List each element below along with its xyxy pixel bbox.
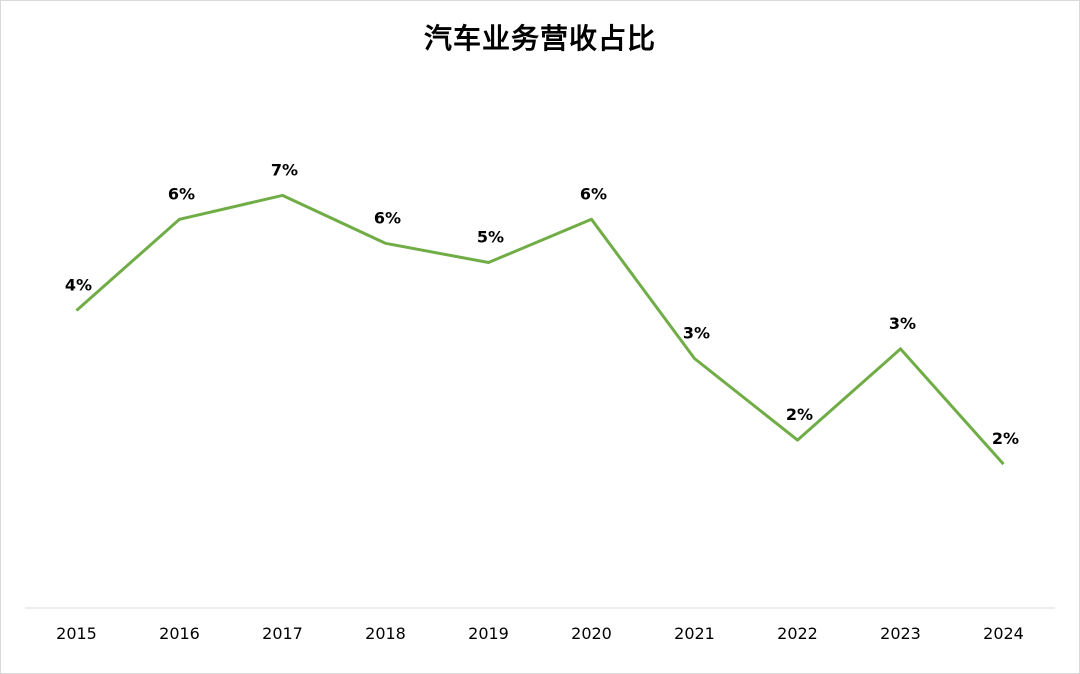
x-tick-label: 2023 — [880, 624, 921, 643]
data-label: 6% — [168, 184, 195, 203]
x-tick-label: 2024 — [983, 624, 1024, 643]
data-label: 3% — [889, 314, 916, 333]
x-tick-label: 2022 — [777, 624, 818, 643]
data-label: 2% — [992, 429, 1019, 448]
x-tick-label: 2021 — [674, 624, 715, 643]
x-tick-label: 2016 — [159, 624, 200, 643]
x-tick-labels: 2015 2016 2017 2018 2019 2020 2021 2022 2023 2024 — [56, 624, 1024, 643]
data-label: 7% — [271, 160, 298, 179]
x-tick-label: 2018 — [365, 624, 406, 643]
x-tick-label: 2020 — [571, 624, 612, 643]
data-label: 2% — [786, 405, 813, 424]
data-label: 5% — [477, 228, 504, 247]
data-label: 6% — [580, 184, 607, 203]
x-tick-label: 2015 — [56, 624, 97, 643]
chart-title: 汽车业务营收占比 — [423, 22, 656, 55]
series-group — [75, 193, 1005, 466]
data-label: 4% — [65, 276, 92, 295]
data-label: 6% — [374, 208, 401, 227]
series-line — [75, 193, 1005, 466]
x-tick-label: 2017 — [262, 624, 303, 643]
data-labels: 4% 6% 7% 6% 5% 6% 3% 2% 3% 2% — [65, 160, 1019, 448]
data-label: 3% — [683, 323, 710, 342]
x-tick-label: 2019 — [468, 624, 509, 643]
